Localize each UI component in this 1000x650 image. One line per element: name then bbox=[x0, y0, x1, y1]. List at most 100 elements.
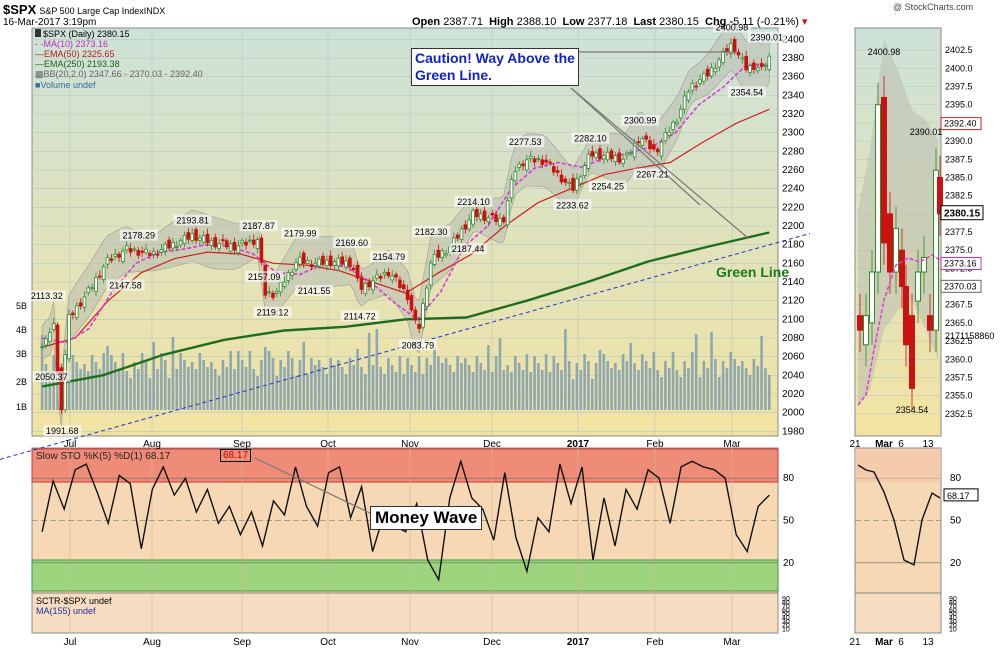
volume-bar bbox=[175, 369, 179, 410]
zoom-x-label: Mar bbox=[875, 439, 893, 450]
volume-bar bbox=[644, 361, 648, 410]
zoom-axis-label: 2397.5 bbox=[945, 82, 973, 92]
candle-body bbox=[44, 338, 48, 346]
candle-body bbox=[186, 232, 191, 240]
volume-bar bbox=[756, 366, 760, 410]
legend-ma10: - -MA(10) 2373.16 bbox=[35, 39, 109, 49]
candle-body bbox=[313, 262, 318, 266]
price-label-bg bbox=[245, 271, 284, 283]
candle-body bbox=[455, 234, 460, 239]
price-label: 2141.55 bbox=[298, 286, 331, 296]
volume-bar bbox=[460, 363, 463, 410]
candle-body bbox=[136, 250, 141, 256]
price-label: 2233.62 bbox=[556, 200, 589, 210]
volume-bar bbox=[317, 360, 321, 410]
candle-body bbox=[563, 178, 568, 183]
price-label-bg bbox=[571, 132, 610, 144]
price-label-bg bbox=[449, 243, 488, 255]
volume-bar bbox=[467, 365, 471, 410]
candle-body bbox=[325, 259, 329, 267]
price-label-bg bbox=[295, 285, 334, 297]
volume-bar bbox=[363, 374, 367, 410]
green-line-label: Green Line bbox=[716, 264, 790, 280]
candle-body bbox=[401, 284, 406, 290]
volume-bar bbox=[67, 371, 71, 410]
candle-body bbox=[86, 287, 91, 294]
ohlc-readout: Open 2387.71 High 2388.10 Low 2377.18 La… bbox=[412, 15, 808, 28]
price-label-bg bbox=[506, 136, 545, 148]
price-label: 2169.60 bbox=[336, 238, 369, 248]
price-label: 2193.81 bbox=[176, 216, 209, 226]
zoom-sctr-axis: 20 bbox=[949, 623, 957, 630]
candle-body bbox=[648, 140, 652, 150]
chg-down-icon: ▾ bbox=[802, 16, 808, 28]
candle-body bbox=[678, 108, 683, 119]
chart-date: 16-Mar-2017 3:19pm bbox=[3, 17, 97, 28]
price-axis-label: 2020 bbox=[782, 389, 805, 400]
price-axis-label: 2160 bbox=[782, 258, 805, 269]
sctr-axis-label: 10 bbox=[782, 626, 790, 633]
zoom-axis-label: 2362.5 bbox=[945, 336, 973, 346]
price-label: 2400.98 bbox=[716, 22, 749, 32]
zoom-x-label-bottom: 13 bbox=[922, 637, 934, 648]
candle-body bbox=[652, 144, 656, 150]
candle-body bbox=[667, 131, 672, 136]
volume-bar bbox=[117, 369, 121, 410]
candle-body bbox=[744, 55, 748, 71]
volume-bar bbox=[640, 354, 644, 410]
x-axis-label-bottom: Jul bbox=[64, 637, 77, 648]
volume-bar bbox=[752, 359, 756, 410]
high-value: 2388.10 bbox=[516, 16, 557, 28]
zoom-x-label-bottom: 21 bbox=[849, 637, 861, 648]
volume-bar bbox=[156, 369, 159, 410]
volume-bar bbox=[290, 358, 294, 410]
volume-bar bbox=[560, 370, 563, 410]
candle-body bbox=[128, 248, 133, 253]
volume-bar bbox=[656, 370, 659, 410]
price-label: 2390.01 bbox=[751, 33, 784, 43]
candle-body bbox=[767, 55, 772, 71]
volume-bar bbox=[725, 368, 729, 410]
volume-bar bbox=[448, 365, 452, 410]
volume-bar bbox=[94, 362, 98, 410]
zoom-axis-label: 2402.5 bbox=[945, 45, 973, 55]
zoom-last-tag-bg bbox=[940, 205, 984, 221]
x-axis-label: Oct bbox=[320, 439, 336, 450]
candle-body bbox=[251, 239, 256, 245]
zoom-candle-body bbox=[899, 249, 905, 288]
volume-bar bbox=[502, 370, 506, 410]
candle-body bbox=[521, 163, 525, 167]
sctr-axis-label: 80 bbox=[782, 600, 790, 607]
price-axis-label: 2380 bbox=[782, 53, 805, 64]
zoom-sto-line bbox=[857, 464, 941, 567]
price-axis-label: 2340 bbox=[782, 90, 805, 101]
volume-bar bbox=[498, 338, 502, 410]
price-axis-label: 2080 bbox=[782, 333, 805, 344]
volume-bar bbox=[494, 356, 498, 410]
volume-bar bbox=[525, 354, 529, 410]
candle-body bbox=[659, 141, 664, 157]
x-axis-label-bottom: Mar bbox=[723, 637, 741, 648]
candle-body bbox=[298, 256, 302, 265]
candle-body bbox=[467, 219, 471, 230]
volume-bar bbox=[721, 361, 725, 410]
candle-body bbox=[155, 253, 160, 256]
zoom-axis-label: 2357.5 bbox=[945, 372, 973, 382]
volume-bar bbox=[717, 377, 721, 410]
price-label: 2282.10 bbox=[574, 133, 607, 143]
candle-body bbox=[317, 258, 321, 267]
volume-axis-label: 3B bbox=[16, 349, 27, 359]
price-label-bg bbox=[553, 199, 592, 211]
volume-bar bbox=[194, 369, 198, 410]
volume-bar bbox=[729, 352, 733, 410]
legend-price: $SPX (Daily) 2380.15 bbox=[35, 29, 203, 39]
volume-bar bbox=[579, 370, 583, 410]
volume-bar bbox=[313, 365, 317, 410]
candle-body bbox=[594, 152, 598, 159]
volume-axis-label: 4B bbox=[16, 325, 27, 335]
zoom-axis-label: 2360.0 bbox=[945, 354, 973, 364]
volume-bar bbox=[310, 358, 313, 410]
volume-bar bbox=[183, 360, 186, 410]
candle-body bbox=[101, 266, 106, 281]
candle-body bbox=[67, 314, 71, 360]
